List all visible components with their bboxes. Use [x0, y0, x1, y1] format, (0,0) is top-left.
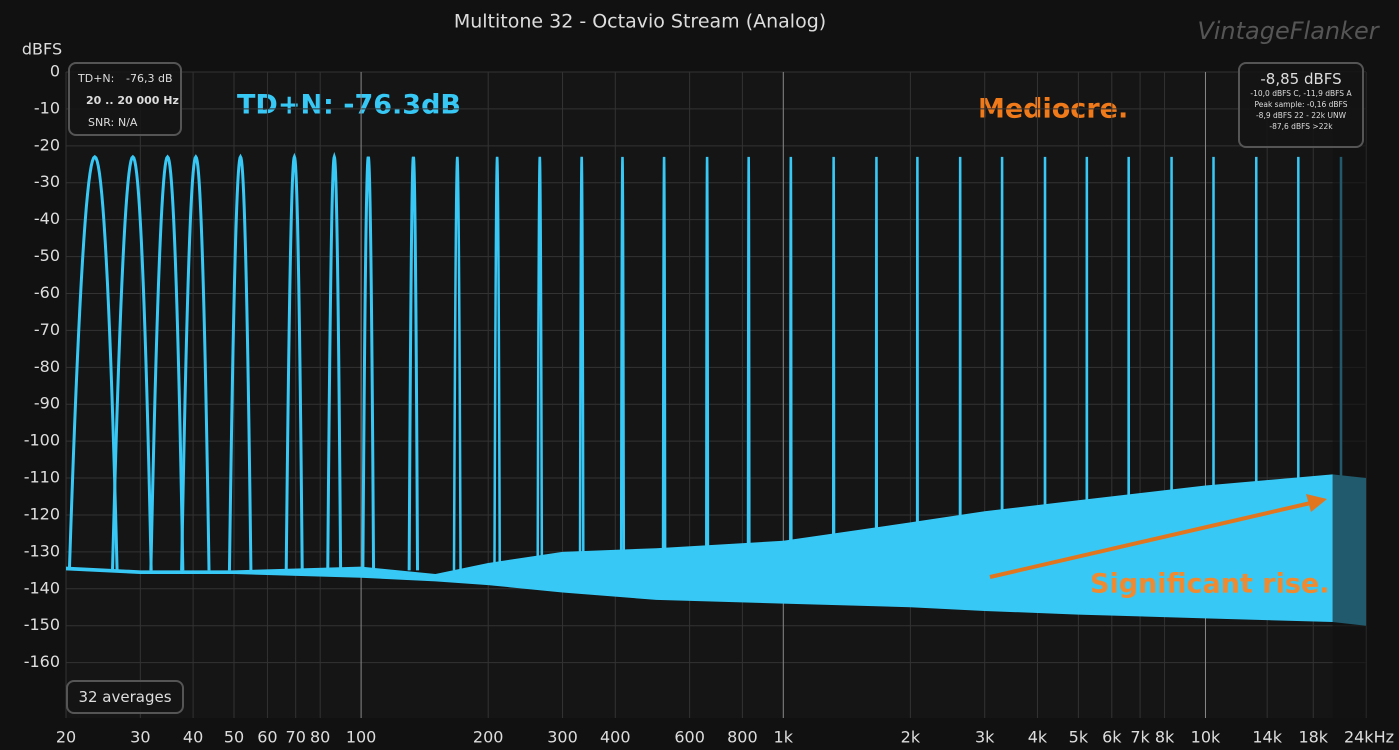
tdn-value: -76,3 dB [126, 72, 173, 85]
tone-peak [831, 156, 836, 571]
tone-peak [149, 154, 185, 571]
x-tick-label: 80 [310, 728, 330, 747]
level-lines: -10,0 dBFS C, -11,9 dBFS A Peak sample: -… [1240, 88, 1362, 132]
y-tick-label: -160 [24, 652, 60, 671]
tone-peak [661, 156, 667, 571]
x-tick-label: 400 [600, 728, 631, 747]
y-tick-label: -120 [24, 504, 60, 523]
x-tick-label: 4k [1028, 728, 1048, 747]
tone-peak [227, 153, 253, 571]
x-tick-label: 50 [224, 728, 244, 747]
tone-peak [326, 151, 343, 571]
y-tick-label: -50 [34, 246, 60, 265]
tone-peak [180, 154, 211, 571]
x-tick-label: 30 [130, 728, 150, 747]
y-tick-label: -60 [34, 283, 60, 302]
averages: 32 averages [78, 688, 172, 706]
y-tick-label: -30 [34, 172, 60, 191]
range: 20 .. 20 000 Hz [86, 94, 179, 107]
x-tick-label: 1k [774, 728, 794, 747]
tone-peak [284, 152, 304, 571]
tone-peak [874, 156, 879, 571]
x-tick-label: 60 [257, 728, 277, 747]
tone-peak [578, 156, 585, 571]
x-tick-label: 200 [473, 728, 504, 747]
tone-peak [915, 156, 919, 571]
x-tick-label: 20 [56, 728, 76, 747]
level-box: -8,85 dBFS -10,0 dBFS C, -11,9 dBFS A Pea… [1238, 62, 1364, 148]
tone-peak [789, 156, 793, 571]
x-tick-label: 40 [183, 728, 203, 747]
x-tick-label: 2k [901, 728, 921, 747]
x-tick-label: 14k [1252, 728, 1282, 747]
noise-floor [66, 474, 1366, 626]
y-tick-label: -10 [34, 98, 60, 117]
tone-peak [536, 156, 544, 571]
x-tick-label: 3k [975, 728, 995, 747]
x-tick-label: 10k [1191, 728, 1221, 747]
x-tick-label: 5k [1069, 728, 1089, 747]
tone-peak [67, 154, 119, 571]
x-tick-label: 8k [1155, 728, 1175, 747]
x-tick-label: 800 [727, 728, 758, 747]
y-tick-label: -40 [34, 209, 60, 228]
rise-annotation: Significant rise. [1090, 569, 1329, 600]
tdn-annotation: TD+N: -76.3dB [237, 90, 461, 121]
averages-box: 32 averages [66, 680, 184, 714]
tone-peak [619, 156, 626, 571]
y-tick-label: 0 [50, 62, 60, 81]
tone-peak [746, 156, 751, 571]
tone-peak [110, 154, 153, 571]
chart-title: Multitone 32 - Octavio Stream (Analog) [454, 11, 826, 33]
y-tick-label: -130 [24, 541, 60, 560]
level-main: -8,85 dBFS [1260, 70, 1342, 88]
rise-arrow [989, 500, 1316, 579]
tone-peak [493, 156, 502, 571]
snr-label: SNR: [88, 116, 115, 129]
x-tick-label: 100 [346, 728, 377, 747]
readout-box: TD+N: -76,3 dB 20 .. 20 000 Hz SNR: N/A [68, 62, 182, 136]
tone-peak [705, 156, 710, 571]
x-tick-label: 18k [1298, 728, 1328, 747]
y-tick-label: -140 [24, 578, 60, 597]
x-tick-label: 70 [286, 728, 306, 747]
tone-peak [407, 156, 420, 571]
level-line: -8,9 dBFS 22 - 22k UNW [1255, 111, 1347, 120]
level-line: Peak sample: -0,16 dBFS [1254, 100, 1348, 109]
watermark: VintageFlanker [1197, 17, 1380, 45]
y-axis-label: dBFS [22, 40, 62, 59]
y-tick-label: -80 [34, 357, 60, 376]
y-tick-label: -110 [24, 468, 60, 487]
level-line: -10,0 dBFS C, -11,9 dBFS A [1250, 89, 1352, 98]
y-tick-label: -100 [24, 431, 60, 450]
level-line: -87,6 dBFS >22k [1269, 122, 1333, 131]
x-tick-label: 24kHz [1344, 728, 1394, 747]
tone-peak [452, 156, 462, 571]
x-tick-label: 6k [1102, 728, 1122, 747]
tone-peak [361, 156, 376, 571]
x-tick-label: 300 [547, 728, 578, 747]
y-tick-label: -150 [24, 615, 60, 634]
x-tick-label: 600 [674, 728, 705, 747]
tdn-label: TD+N: [78, 72, 115, 85]
y-tick-label: -90 [34, 394, 60, 413]
x-tick-label: 7k [1130, 728, 1150, 747]
y-tick-label: -20 [34, 135, 60, 154]
rise-arrow-head [1306, 494, 1327, 512]
y-tick-label: -70 [34, 320, 60, 339]
snr-value: N/A [118, 116, 138, 129]
out-of-range-shade [1332, 72, 1366, 718]
